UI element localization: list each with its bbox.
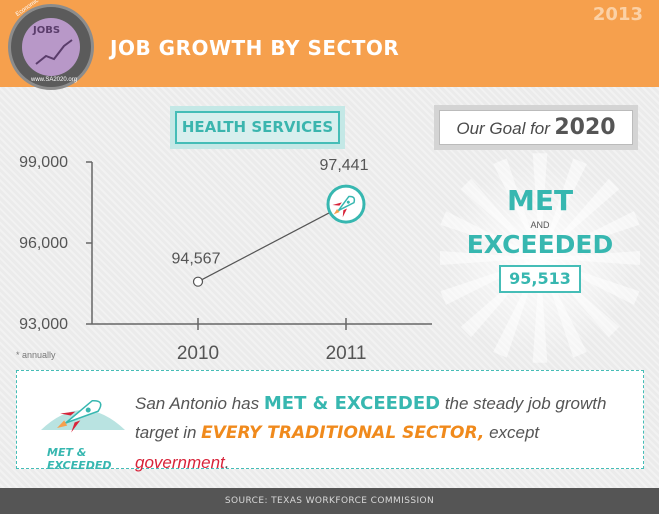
summary-highlight-government: government (135, 453, 225, 472)
met-label: MET (506, 184, 574, 217)
logo-bottom-text: www.SA2020.org (31, 77, 78, 83)
data-point (192, 276, 204, 287)
y-tick-label: 93,000 (19, 316, 68, 333)
summary-callout: MET & EXCEEDED San Antonio has MET & EXC… (16, 370, 644, 472)
y-tick-label: 99,000 (19, 154, 68, 171)
y-tick-label: 96,000 (19, 235, 68, 252)
sector-label-box: HEALTH SERVICES (170, 106, 345, 149)
data-label: 94,567 (172, 251, 221, 268)
summary-text-3: except (484, 423, 540, 442)
goal-box: Our Goal for 2020 (434, 105, 638, 150)
rocket-icon (332, 195, 356, 218)
logo-jobs-text: JOBS (33, 25, 61, 36)
logo: JOBS Economic Competitiveness www.SA2020… (8, 0, 94, 90)
page-title: JOB GROWTH BY SECTOR (110, 36, 400, 60)
series-line (197, 203, 347, 283)
met-exceeded-badge: MET & EXCEEDED (31, 385, 135, 472)
header-bar: JOBS Economic Competitiveness www.SA2020… (0, 0, 659, 90)
source-footer: SOURCE: TEXAS WORKFORCE COMMISSION (0, 488, 659, 514)
chart-note: * annually (16, 350, 56, 360)
data-label: 97,441 (320, 157, 369, 174)
x-tick-label: 2011 (326, 343, 367, 364)
and-label: AND (530, 220, 550, 230)
summary-highlight-every-sector: EVERY TRADITIONAL SECTOR, (201, 423, 485, 443)
goal-prefix: Our Goal for (456, 119, 550, 138)
logo-emblem (22, 18, 80, 76)
exceeded-label: EXCEEDED (466, 230, 614, 259)
rocket-icon (41, 400, 125, 433)
x-tick-label: 2010 (177, 343, 219, 364)
summary-text-1: San Antonio has (135, 394, 264, 413)
header-year: 2013 (592, 4, 643, 25)
summary-text-2: the steady job growth target in (135, 394, 607, 442)
job-growth-chart: 99,000 96,000 93,000 2010 2011 94,567 97,441 (19, 154, 432, 364)
logo-chart-icon (35, 39, 73, 65)
goal-value: 95,513 (499, 265, 581, 293)
sector-label: HEALTH SERVICES (175, 111, 340, 144)
summary-text-4: . (224, 453, 230, 472)
goal-year: 2020 (554, 115, 616, 140)
badge-label: MET & EXCEEDED (47, 446, 112, 472)
summary-highlight-met-exceeded: MET & EXCEEDED (263, 393, 441, 414)
goal-box-inner: Our Goal for 2020 (439, 110, 633, 145)
summary-text: San Antonio has MET & EXCEEDED the stead… (135, 389, 635, 477)
